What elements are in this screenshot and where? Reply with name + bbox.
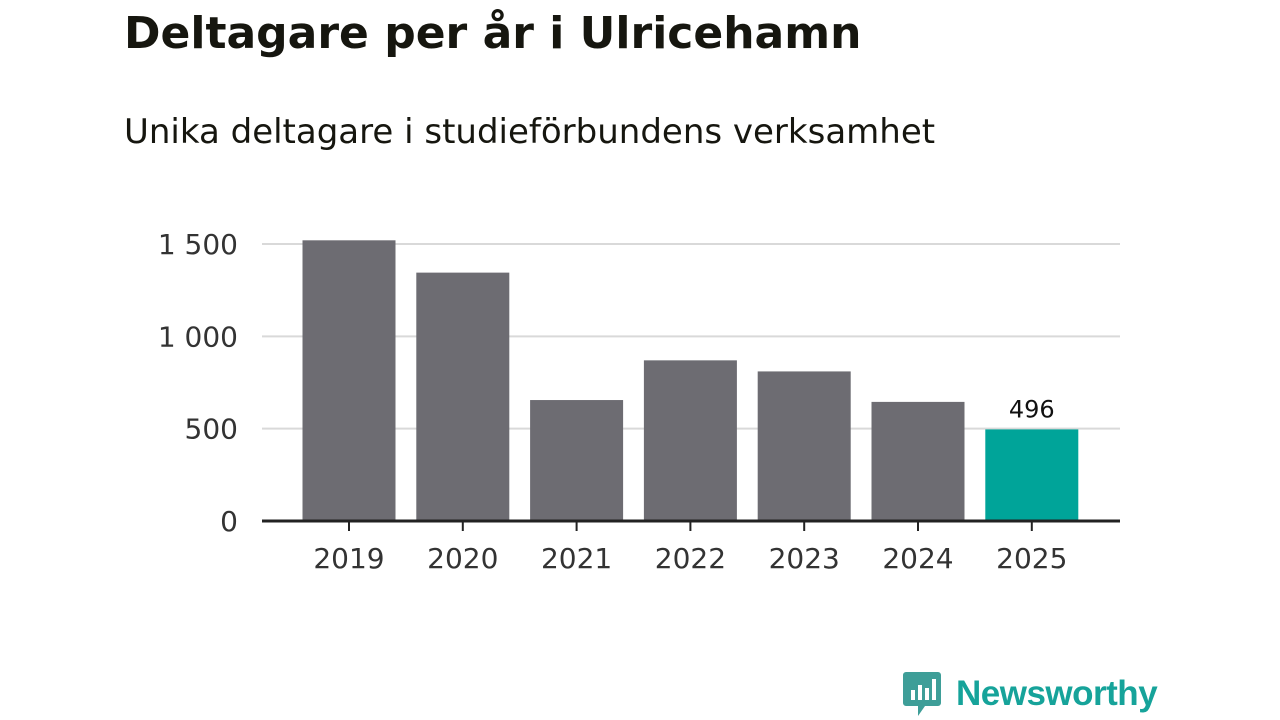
y-tick-label: 500: [185, 413, 238, 446]
bar: [985, 429, 1079, 521]
bar-chart: 0 500 1 000 1 500 2019 2020 2021 2022 2023 2024 20…: [158, 228, 1120, 575]
x-tick-label: 2020: [427, 542, 498, 575]
x-tick-label: 2023: [769, 542, 840, 575]
bar: [530, 400, 624, 521]
x-tick-label: 2019: [313, 542, 384, 575]
chart-title: Deltagare per år i Ulricehamn: [124, 8, 862, 59]
bar: [757, 371, 851, 521]
bar: [871, 401, 965, 521]
data-label: 496: [1009, 395, 1055, 423]
y-tick-label: 1 500: [158, 228, 238, 261]
x-tick-label: 2025: [996, 542, 1067, 575]
brand-name: Newsworthy: [956, 674, 1158, 713]
chart-subtitle: Unika deltagare i studieförbundens verks…: [124, 112, 936, 152]
x-tick-label: 2022: [655, 542, 726, 575]
newsworthy-logo-icon: [903, 672, 941, 716]
bar: [302, 240, 396, 521]
bar: [416, 272, 510, 521]
y-tick-label: 1 000: [158, 320, 238, 353]
x-tick-label: 2024: [882, 542, 953, 575]
bar: [643, 360, 737, 521]
brand-logo: Newsworthy: [902, 670, 1158, 718]
y-tick-label: 0: [220, 505, 238, 538]
x-tick-label: 2021: [541, 542, 612, 575]
